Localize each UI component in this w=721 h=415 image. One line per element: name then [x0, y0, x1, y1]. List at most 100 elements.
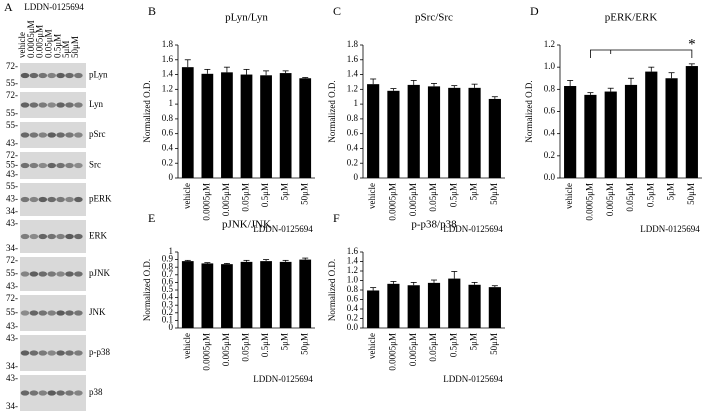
mw-marker: 55- — [6, 108, 18, 118]
bar — [604, 91, 617, 178]
y-tick-label: 0.7 — [162, 269, 174, 279]
blot-band — [65, 350, 74, 356]
blot-band — [56, 72, 65, 79]
y-tick-label: 1.4 — [347, 69, 359, 79]
y-tick-label: 1.6 — [162, 54, 174, 64]
x-tick-label: vehicle — [564, 183, 574, 209]
mw-marker: 43- — [6, 138, 18, 148]
y-tick-label: 0.4 — [347, 143, 359, 153]
blot-band — [20, 310, 30, 316]
blot-band — [20, 390, 30, 396]
y-tick-label: 0.4 — [544, 128, 556, 138]
x-axis-label: LDDN-0125694 — [640, 224, 700, 234]
blot-label: pERK — [89, 194, 112, 204]
chart-title: pSrc/Src — [415, 12, 453, 24]
chart-title: pJNK/JNK — [222, 219, 271, 231]
bar — [407, 285, 420, 328]
y-tick-label: 1.2 — [544, 39, 555, 49]
blot-band — [65, 271, 74, 277]
bar — [240, 261, 253, 328]
chart-title: pLyn/Lyn — [225, 12, 268, 24]
x-tick-label: vehicle — [367, 183, 377, 209]
bar — [564, 86, 577, 178]
blot-band — [38, 310, 48, 316]
x-tick-label: 0.0005μM — [201, 183, 211, 221]
x-tick-label: vehicle — [367, 333, 377, 359]
blot-band — [29, 132, 39, 138]
bar — [387, 283, 400, 328]
blot-band — [29, 72, 39, 79]
blot-band — [47, 102, 56, 108]
bar — [488, 287, 501, 328]
x-tick-label: vehicle — [182, 333, 192, 359]
x-tick-label: 0.0005μM — [201, 333, 211, 371]
x-tick-label: 0.005μM — [408, 333, 418, 366]
x-tick-label: 50μM — [686, 183, 696, 205]
blot-label: pLyn — [89, 70, 108, 80]
chart-title: pERK/ERK — [605, 12, 658, 24]
lane-label: 0.0005μM — [26, 20, 36, 58]
x-tick-label: 0.005μM — [221, 183, 231, 216]
blot-band — [20, 132, 30, 138]
bar — [468, 87, 481, 178]
lane-label: 0.5μM — [52, 34, 62, 58]
blot-label: Src — [89, 160, 101, 170]
blot-band — [74, 132, 83, 138]
blot-label: p-p38 — [89, 347, 110, 357]
blot-band — [29, 102, 39, 108]
x-tick-label: 0.05μM — [428, 183, 438, 212]
blot-band — [29, 196, 39, 203]
bar — [584, 94, 597, 178]
blot-band — [38, 132, 48, 138]
blot-band — [38, 102, 48, 108]
blot-band — [29, 233, 39, 240]
x-tick-label: 50μM — [299, 183, 309, 205]
y-tick-label: 0.9 — [162, 254, 174, 264]
x-tick-label: 0.005μM — [408, 183, 418, 216]
blot-band — [65, 162, 74, 169]
bar — [367, 290, 380, 328]
x-tick-label: 5μM — [469, 333, 479, 350]
blot-band — [47, 350, 56, 356]
y-tick-label: 1.2 — [347, 83, 358, 93]
blot-band — [56, 102, 65, 108]
x-tick-label: 0.5μM — [260, 183, 270, 207]
x-axis-label: LDDN-0125694 — [443, 374, 503, 384]
mw-marker: 55- — [6, 120, 18, 130]
bar — [468, 284, 481, 328]
y-tick-label: 0.8 — [347, 113, 359, 123]
bar — [367, 84, 380, 178]
blot-band — [47, 233, 56, 240]
y-tick-label: 1.0 — [347, 275, 359, 285]
bar — [645, 71, 658, 178]
x-axis-label: LDDN-0125694 — [443, 224, 503, 234]
bar — [299, 78, 312, 178]
blot-band — [20, 196, 30, 203]
y-tick-label: 1.4 — [347, 256, 359, 266]
y-tick-label: 1.6 — [347, 54, 359, 64]
bar — [260, 75, 272, 178]
panel-label: F — [333, 211, 340, 225]
blot-band — [56, 350, 65, 356]
blot-band — [38, 72, 48, 79]
significance-bracket — [590, 49, 693, 58]
mw-marker: 43- — [6, 333, 18, 343]
y-axis-label: Normalized O.D. — [142, 80, 152, 142]
blot-band — [65, 233, 74, 240]
y-tick-label: 0.4 — [162, 143, 174, 153]
blot-band — [65, 132, 74, 138]
y-tick-label: 0.4 — [162, 292, 174, 302]
y-tick-label: 0.6 — [544, 106, 556, 116]
bar — [488, 98, 501, 178]
mw-marker: 72- — [6, 61, 18, 71]
mw-marker: 34- — [6, 206, 18, 216]
blot-band — [74, 72, 83, 79]
x-tick-label: 0.05μM — [428, 333, 438, 362]
blot-band — [29, 271, 39, 277]
blot-band — [74, 162, 83, 169]
blot-band — [65, 102, 74, 108]
y-tick-label: 1 — [354, 98, 359, 108]
y-tick-label: 0.2 — [347, 313, 358, 323]
blot-band — [20, 271, 30, 277]
y-tick-label: 0.8 — [544, 83, 556, 93]
